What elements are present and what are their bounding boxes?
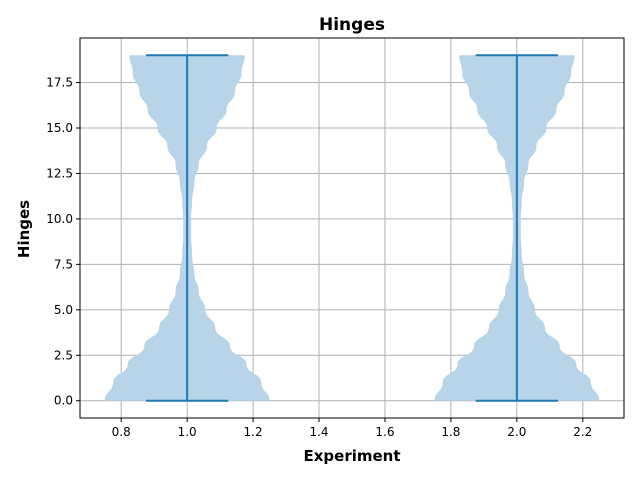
x-tick-label: 1.4 <box>309 425 328 439</box>
axis-ticks: 0.8 1.0 1.2 1.4 1.6 1.8 2.0 2.2 0.0 2.5 5.0 7.5 10.0… <box>46 76 592 439</box>
violins <box>104 54 600 402</box>
y-axis-label: Hinges <box>15 200 33 258</box>
x-tick-label: 0.8 <box>112 425 131 439</box>
x-tick-label: 2.2 <box>573 425 592 439</box>
y-tick-label: 0.0 <box>54 394 73 408</box>
x-tick-label: 1.8 <box>441 425 460 439</box>
x-tick-label: 1.6 <box>375 425 394 439</box>
y-tick-label: 17.5 <box>46 76 73 90</box>
y-tick-label: 2.5 <box>54 348 73 362</box>
chart-title: Hinges <box>319 15 385 35</box>
x-tick-label: 2.0 <box>507 425 526 439</box>
y-tick-label: 15.0 <box>46 121 73 135</box>
plot-frame <box>79 37 625 419</box>
violin-2 <box>434 54 600 402</box>
y-tick-label: 10.0 <box>46 212 73 226</box>
y-tick-label: 12.5 <box>46 166 73 180</box>
x-axis-label: Experiment <box>303 447 400 465</box>
y-tick-label: 5.0 <box>54 303 73 317</box>
x-tick-label: 1.2 <box>244 425 263 439</box>
y-tick-label: 7.5 <box>54 257 73 271</box>
violin-1 <box>104 54 270 402</box>
x-tick-label: 1.0 <box>178 425 197 439</box>
